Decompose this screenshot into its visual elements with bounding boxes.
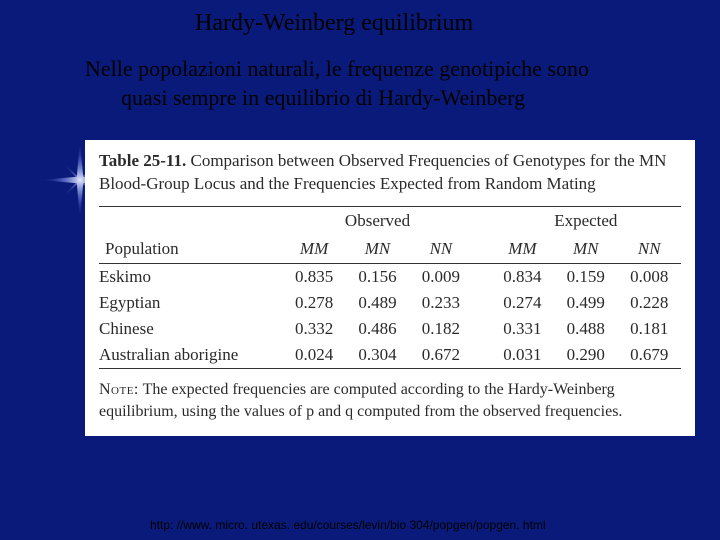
table-note: Note: The expected frequencies are compu… — [99, 379, 681, 422]
cell: 0.489 — [346, 290, 409, 316]
cell: 0.228 — [617, 290, 681, 316]
cell: 0.679 — [617, 342, 681, 369]
cell: 0.486 — [346, 316, 409, 342]
table-row: Eskimo 0.835 0.156 0.009 0.834 0.159 0.0… — [99, 264, 681, 291]
subtitle-line-2: quasi sempre in equilibrio di Hardy-Wein… — [85, 84, 695, 113]
col-population: Population — [99, 235, 282, 264]
table-row: Egyptian 0.278 0.489 0.233 0.274 0.499 0… — [99, 290, 681, 316]
cell: 0.290 — [554, 342, 617, 369]
group-expected: Expected — [491, 207, 681, 236]
cell: 0.156 — [346, 264, 409, 291]
cell-population: Eskimo — [99, 264, 282, 291]
col-obs-mn: MN — [346, 235, 409, 264]
slide-subtitle: Nelle popolazioni naturali, le frequenze… — [85, 55, 695, 112]
cell-population: Chinese — [99, 316, 282, 342]
cell: 0.499 — [554, 290, 617, 316]
group-observed: Observed — [282, 207, 472, 236]
cell: 0.278 — [282, 290, 345, 316]
cell-population: Egyptian — [99, 290, 282, 316]
table-caption: Table 25-11. Comparison between Observed… — [99, 150, 681, 196]
cell-population: Australian aborigine — [99, 342, 282, 369]
table-row: Australian aborigine 0.024 0.304 0.672 0… — [99, 342, 681, 369]
cell: 0.331 — [491, 316, 554, 342]
table-row: Chinese 0.332 0.486 0.182 0.331 0.488 0.… — [99, 316, 681, 342]
cell: 0.233 — [409, 290, 472, 316]
cell: 0.274 — [491, 290, 554, 316]
cell: 0.024 — [282, 342, 345, 369]
group-header-row: Observed Expected — [99, 207, 681, 236]
genotype-table: Observed Expected Population MM MN NN MM… — [99, 206, 681, 369]
source-url: http: //www. micro. utexas. edu/courses/… — [150, 518, 546, 532]
cell: 0.031 — [491, 342, 554, 369]
cell: 0.181 — [617, 316, 681, 342]
cell: 0.488 — [554, 316, 617, 342]
cell: 0.009 — [409, 264, 472, 291]
cell: 0.672 — [409, 342, 472, 369]
cell: 0.835 — [282, 264, 345, 291]
cell: 0.182 — [409, 316, 472, 342]
column-header-row: Population MM MN NN MM MN NN — [99, 235, 681, 264]
table-panel: Table 25-11. Comparison between Observed… — [85, 140, 695, 436]
col-exp-mm: MM — [491, 235, 554, 264]
col-exp-nn: NN — [617, 235, 681, 264]
col-obs-mm: MM — [282, 235, 345, 264]
slide-content: Hardy-Weinberg equilibrium Nelle popolaz… — [85, 10, 695, 436]
col-exp-mn: MN — [554, 235, 617, 264]
cell: 0.304 — [346, 342, 409, 369]
col-obs-nn: NN — [409, 235, 472, 264]
cell: 0.834 — [491, 264, 554, 291]
note-text: The expected frequencies are computed ac… — [99, 381, 622, 420]
note-lead: Note: — [99, 381, 139, 398]
table-caption-lead: Table 25-11. — [99, 151, 186, 170]
subtitle-line-1: Nelle popolazioni naturali, le frequenze… — [85, 56, 589, 81]
slide-title: Hardy-Weinberg equilibrium — [195, 10, 695, 37]
cell: 0.332 — [282, 316, 345, 342]
cell: 0.008 — [617, 264, 681, 291]
cell: 0.159 — [554, 264, 617, 291]
